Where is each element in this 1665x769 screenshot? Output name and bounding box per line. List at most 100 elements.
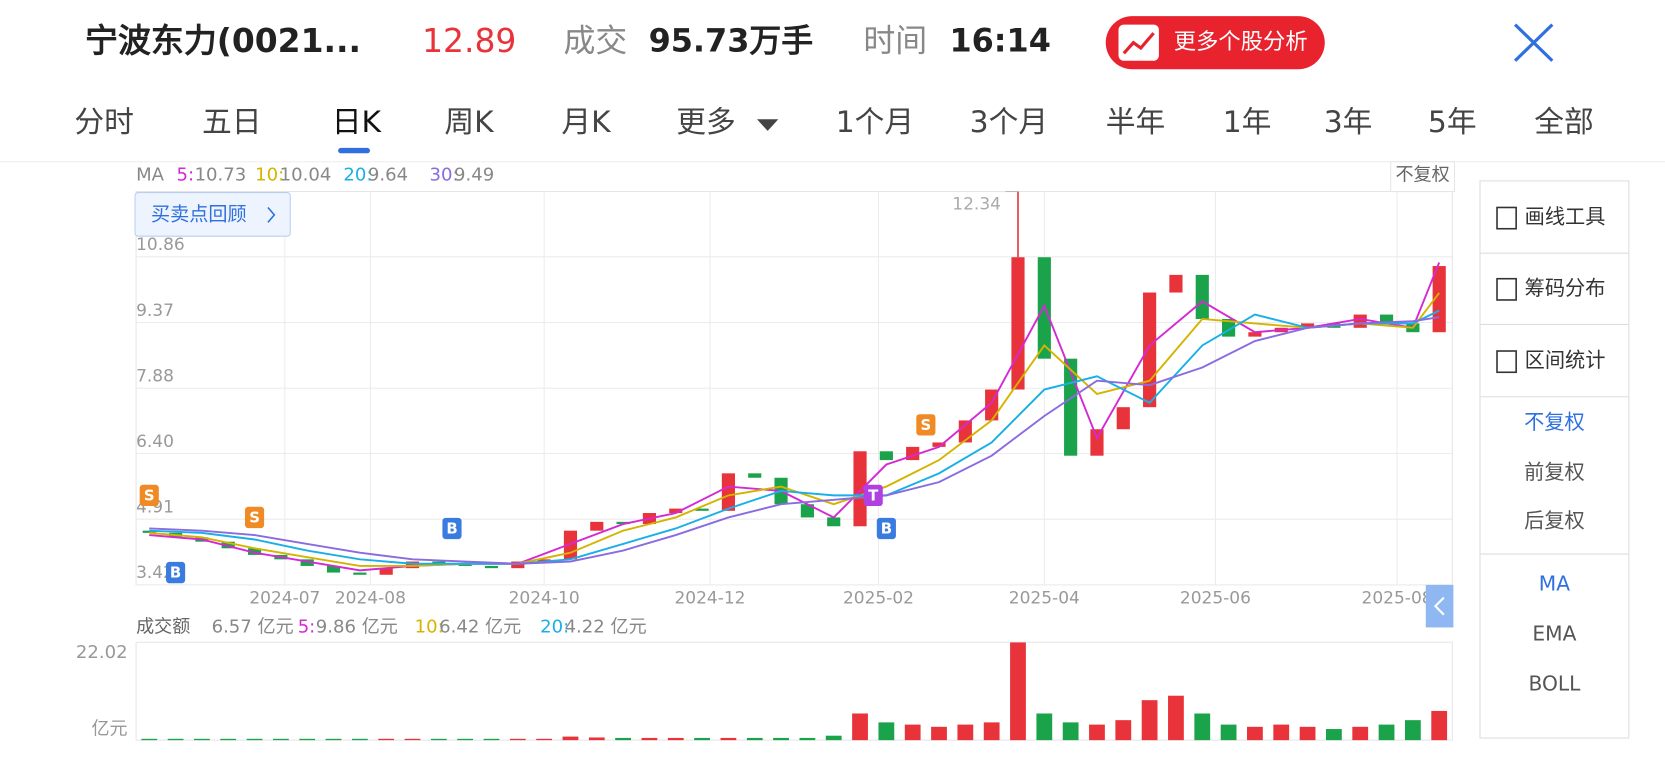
tool-item[interactable]: 筹码分布 — [1525, 276, 1606, 300]
y-tick-label: 22.02 — [76, 642, 128, 663]
volume-bar — [246, 738, 263, 741]
legend-value: 10.73 — [195, 165, 247, 186]
volume-bar — [141, 738, 158, 741]
ma-line — [149, 262, 1441, 572]
candle-body — [1090, 429, 1104, 456]
tab[interactable]: 全部 — [1534, 105, 1594, 140]
review-button[interactable] — [134, 192, 291, 237]
candle-body — [142, 530, 156, 533]
x-tick-label: 2025-02 — [843, 589, 914, 609]
candle-body — [458, 563, 472, 566]
candle-body — [1011, 257, 1025, 390]
volume-bar — [483, 738, 500, 741]
tool-item[interactable]: 区间统计 — [1525, 348, 1606, 372]
volume-legend-value: 9.86 亿元 — [316, 616, 398, 637]
tool-item[interactable]: 画线工具 — [1525, 205, 1606, 229]
candle-body — [1300, 323, 1315, 328]
y-tick-label: 3.42 — [136, 563, 174, 583]
signal-label: B — [170, 564, 181, 582]
volume-bar — [194, 738, 210, 741]
stock-name: 宁波东力(0021... — [85, 21, 361, 60]
tab[interactable]: 5年 — [1428, 105, 1477, 140]
volume-bar — [299, 738, 316, 741]
volume-bar — [720, 737, 737, 741]
ma-line — [149, 292, 1440, 567]
tab[interactable]: 日K — [332, 105, 383, 140]
volume-bar — [641, 737, 658, 741]
signal-label: T — [868, 486, 879, 504]
volume-legend-value: 6.42 亿元 — [439, 616, 521, 637]
volume-bar — [983, 722, 1000, 741]
candle-body — [853, 451, 867, 527]
tab[interactable]: 五日 — [202, 105, 262, 140]
volume-bar — [509, 738, 526, 741]
adjust-item[interactable]: 后复权 — [1524, 509, 1585, 533]
active-tab-indicator — [338, 147, 370, 154]
tab[interactable]: 1年 — [1223, 105, 1272, 140]
volume-bar — [878, 722, 895, 741]
tab[interactable]: 3个月 — [970, 105, 1048, 140]
ma-line — [149, 309, 1440, 565]
indicator-item[interactable]: MA — [1539, 571, 1570, 595]
tab[interactable]: 3年 — [1324, 105, 1373, 140]
volume-bar — [325, 738, 342, 741]
signal-marker — [139, 484, 159, 507]
tab[interactable]: 半年 — [1106, 105, 1166, 140]
volume-bar — [1378, 724, 1395, 741]
indicator-item[interactable]: EMA — [1532, 621, 1576, 645]
volume-bar — [1431, 710, 1448, 741]
signal-marker — [916, 414, 936, 436]
volume-bar — [1194, 713, 1211, 741]
candle-body — [1116, 407, 1130, 430]
indicator-item[interactable]: BOLL — [1528, 671, 1581, 695]
volume-bar — [825, 735, 842, 741]
tab[interactable]: 周K — [444, 105, 495, 140]
candle-body — [695, 508, 709, 511]
close-button[interactable] — [1513, 23, 1554, 62]
legend-name: 10: — [255, 165, 284, 186]
review-label: 买卖点回顾 — [151, 202, 247, 225]
adjust-item[interactable]: 不复权 — [1524, 410, 1585, 434]
candle-body — [590, 521, 604, 531]
candle-body — [300, 559, 314, 566]
volume-bar — [588, 737, 605, 741]
volume-bar — [1220, 724, 1237, 741]
tab[interactable]: 更多 — [676, 105, 736, 140]
volume-legend-name: 成交额 — [136, 616, 190, 637]
icon-line — [1122, 32, 1155, 55]
candle-body — [1248, 332, 1262, 337]
signal-marker — [166, 561, 186, 584]
tab[interactable]: 1个月 — [836, 105, 914, 140]
adjust-item[interactable]: 前复权 — [1524, 460, 1585, 484]
candle-body — [1195, 274, 1209, 319]
volume-bar — [1352, 726, 1369, 741]
ma-legend-title: MA — [136, 165, 165, 186]
volume-bar — [220, 738, 237, 741]
signal-label: B — [446, 520, 457, 538]
candle-body — [932, 442, 946, 447]
side-box — [1479, 180, 1630, 739]
volume-bar — [562, 736, 579, 741]
signal-label: S — [249, 509, 260, 527]
analysis-button[interactable]: 更多个股分析 — [1105, 16, 1325, 70]
collapse-button[interactable] — [1425, 584, 1454, 628]
candle-body — [1432, 266, 1446, 333]
volume-legend-name: 20: — [540, 616, 569, 637]
tool-icon — [1496, 277, 1517, 301]
candle-body — [800, 504, 814, 518]
tool-icon — [1496, 350, 1517, 374]
legend-value: 9.49 — [454, 165, 494, 186]
candle-body — [827, 517, 841, 527]
button-text: 更多个股分析 — [1174, 29, 1308, 55]
tab[interactable]: 月K — [561, 105, 612, 140]
tab[interactable]: 分时 — [74, 105, 134, 140]
volume-bar — [430, 738, 447, 741]
high-label: 12.34 — [952, 194, 1001, 214]
dropdown-arrow — [757, 119, 779, 131]
volume-bar — [852, 713, 868, 741]
x-tick-label: 2024-12 — [674, 589, 745, 609]
time-label: 时间 — [863, 22, 927, 60]
